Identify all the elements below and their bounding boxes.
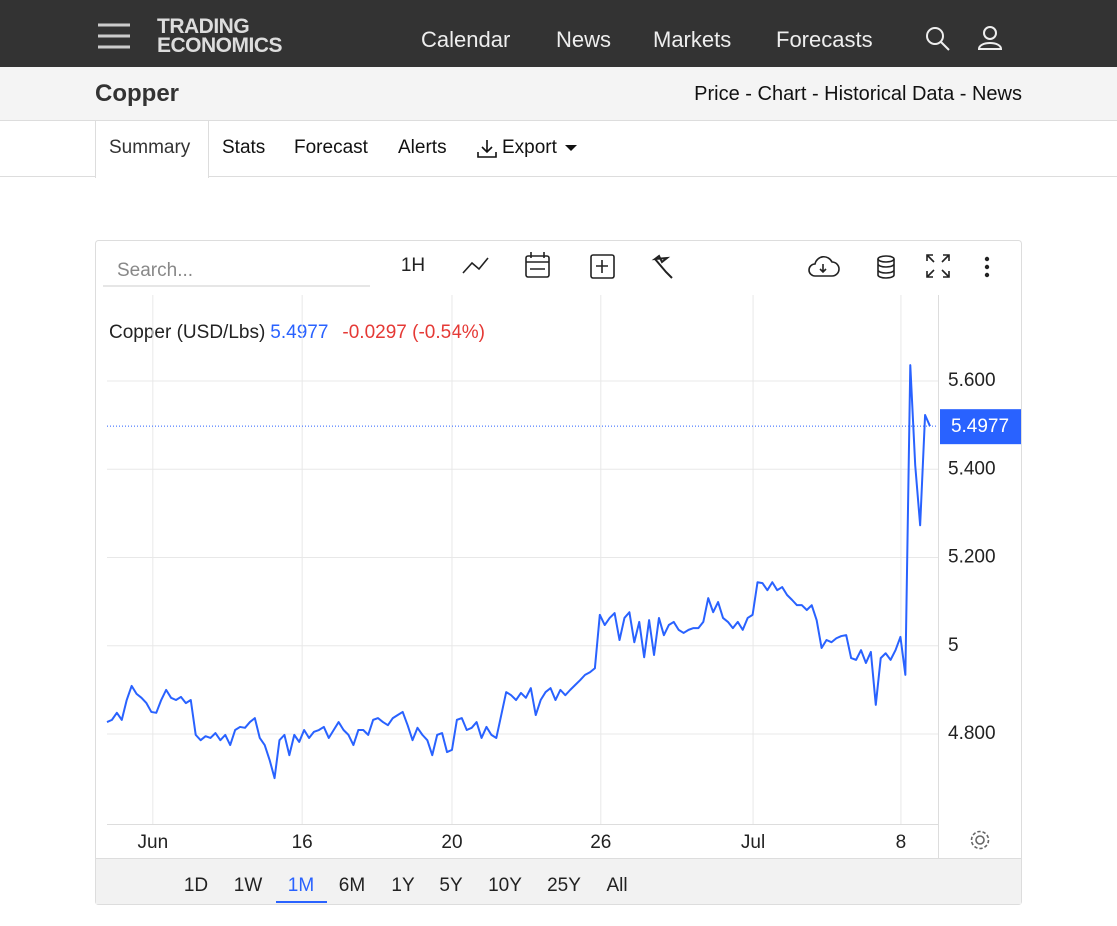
last-value-box xyxy=(940,409,1021,445)
tab[interactable]: Stats xyxy=(222,137,266,158)
logo[interactable]: TRADING ECONOMICS xyxy=(157,15,283,57)
add-icon[interactable] xyxy=(590,254,615,279)
tools-icon[interactable] xyxy=(651,254,673,279)
range-button[interactable]: All xyxy=(606,875,627,896)
page-title: Copper xyxy=(95,80,179,107)
y-tick-label: 5.400 xyxy=(948,458,996,479)
range-button[interactable]: 1D xyxy=(184,875,208,896)
search-icon[interactable] xyxy=(925,26,951,52)
x-tick-label: 8 xyxy=(896,832,907,853)
y-tick-label: 5 xyxy=(948,635,959,656)
nav-link[interactable]: Markets xyxy=(653,27,732,52)
grid xyxy=(107,295,938,824)
tab[interactable]: Summary xyxy=(109,137,191,158)
range-button[interactable]: 1Y xyxy=(391,875,415,896)
y-tick-label: 5.600 xyxy=(948,370,996,391)
nav-link[interactable]: Calendar xyxy=(421,27,511,52)
caret xyxy=(565,145,577,151)
y-tick-label: 5.200 xyxy=(948,547,996,568)
widget-frame xyxy=(95,240,1022,905)
x-tick-label: 20 xyxy=(441,832,462,853)
interval-button[interactable]: 1H xyxy=(401,255,425,276)
legend-change: -0.0297 (-0.54%) xyxy=(342,322,485,343)
tab-bar: Summary Stats Forecast Alerts Export xyxy=(0,120,1117,178)
logo-line: TRADING xyxy=(157,15,250,38)
x-tick-label: 16 xyxy=(292,832,313,853)
nav-link[interactable]: Forecasts xyxy=(776,27,873,52)
tab[interactable]: Export xyxy=(502,137,557,158)
chart-type-icon[interactable] xyxy=(462,257,489,274)
range-button[interactable]: 10Y xyxy=(488,875,522,896)
x-tick-label: Jul xyxy=(741,832,765,853)
settings-icon[interactable] xyxy=(970,830,990,850)
menu-icon[interactable] xyxy=(97,22,131,50)
legend: Copper (USD/Lbs) 5.4977 -0.0297 (-0.54%) xyxy=(109,322,485,343)
nav-link[interactable]: News xyxy=(556,27,612,52)
more-icon[interactable] xyxy=(984,256,990,278)
legend-value: 5.4977 xyxy=(270,322,328,343)
user-icon[interactable] xyxy=(977,25,1003,51)
download-icon[interactable] xyxy=(808,256,840,277)
range-button[interactable]: 25Y xyxy=(547,875,581,896)
logo-line: ECONOMICS xyxy=(157,34,283,57)
calendar-icon[interactable] xyxy=(525,252,550,278)
range-button[interactable]: 1M xyxy=(288,875,314,896)
sub-header: Copper Price - Chart - Historical Data -… xyxy=(0,67,1117,121)
x-tick-label: 26 xyxy=(590,832,611,853)
range-button[interactable]: 1W xyxy=(234,875,263,896)
legend-name: Copper (USD/Lbs) xyxy=(109,322,265,343)
x-tick-label: Jun xyxy=(138,832,169,853)
last-value-label: 5.4977 xyxy=(951,416,1009,437)
range-button[interactable]: 6M xyxy=(339,875,365,896)
top-bar: TRADING ECONOMICS Calendar News Markets F… xyxy=(0,0,1117,67)
page-links[interactable]: Price - Chart - Historical Data - News xyxy=(694,83,1022,105)
tab[interactable]: Forecast xyxy=(294,137,368,158)
search-input[interactable]: Search... xyxy=(117,260,193,281)
range-bar xyxy=(96,858,1021,904)
fullscreen-icon[interactable] xyxy=(926,254,950,278)
active-tab-bg xyxy=(95,120,209,178)
data-icon[interactable] xyxy=(877,255,895,279)
y-tick-label: 4.800 xyxy=(948,723,996,744)
export-icon xyxy=(477,140,497,158)
range-button[interactable]: 5Y xyxy=(439,875,463,896)
price-line xyxy=(106,364,931,780)
tab[interactable]: Alerts xyxy=(398,137,447,158)
